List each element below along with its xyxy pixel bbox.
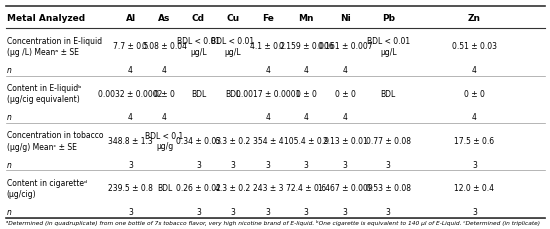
Text: 3: 3 [386,207,390,216]
Text: 6.3 ± 0.2: 6.3 ± 0.2 [216,136,251,145]
Text: Mn: Mn [299,14,314,22]
Text: 3: 3 [304,160,309,169]
Text: BDL: BDL [381,89,396,98]
Text: 4: 4 [266,66,271,75]
Text: 4: 4 [343,113,348,122]
Text: 0.53 ± 0.08: 0.53 ± 0.08 [366,183,411,193]
Text: 4: 4 [343,66,348,75]
Text: 4: 4 [304,66,309,75]
Text: n: n [7,66,12,75]
Text: Al: Al [125,14,136,22]
Text: 0.0032 ± 0.0002: 0.0032 ± 0.0002 [98,89,163,98]
Text: 0.161 ± 0.007: 0.161 ± 0.007 [318,42,372,51]
Text: 3: 3 [266,160,271,169]
Text: 3: 3 [128,207,133,216]
Text: 0 ± 0: 0 ± 0 [464,89,485,98]
Text: 3: 3 [343,160,348,169]
Text: Ni: Ni [340,14,350,22]
Text: Fe: Fe [262,14,274,22]
Text: Concentration in tobacco
(μg/g) Meanᶜ ± SE: Concentration in tobacco (μg/g) Meanᶜ ± … [7,131,103,151]
Text: 243 ± 3: 243 ± 3 [253,183,283,193]
Text: 0.26 ± 0.02: 0.26 ± 0.02 [176,183,221,193]
Text: 354 ± 4: 354 ± 4 [252,136,283,145]
Text: 4: 4 [162,113,167,122]
Text: Concentration in E-liquid
(μg /L) Meanᵃ ± SE: Concentration in E-liquid (μg /L) Meanᵃ … [7,36,102,57]
Text: BDL: BDL [191,89,206,98]
Text: 4: 4 [128,66,133,75]
Text: 4.1 ± 0.2: 4.1 ± 0.2 [250,42,285,51]
Text: 4: 4 [304,113,309,122]
Text: BDL < 0.01
μg/L: BDL < 0.01 μg/L [177,37,220,56]
Text: 4: 4 [128,113,133,122]
Text: Content in E-liquidᵇ
(μg/cig equivalent): Content in E-liquidᵇ (μg/cig equivalent) [7,84,81,104]
Text: As: As [158,14,170,22]
Text: Metal Analyzed: Metal Analyzed [7,14,85,22]
Text: ᵃDetermined (in quadruplicate) from one bottle of 7s tobacco flavor, very high n: ᵃDetermined (in quadruplicate) from one … [6,219,540,225]
Text: 3: 3 [343,207,348,216]
Text: 4: 4 [266,113,271,122]
Text: 3: 3 [386,160,390,169]
Text: 4: 4 [162,66,167,75]
Text: 105.4 ± 0.9: 105.4 ± 0.9 [284,136,329,145]
Text: 1.467 ± 0.009: 1.467 ± 0.009 [318,183,372,193]
Text: Pb: Pb [382,14,395,22]
Text: BDL: BDL [226,89,240,98]
Text: Cd: Cd [192,14,205,22]
Text: Cu: Cu [227,14,239,22]
Text: 3: 3 [472,160,477,169]
Text: 3: 3 [196,160,201,169]
Text: 3: 3 [230,207,235,216]
Text: 0.159 ± 0.006: 0.159 ± 0.006 [279,42,334,51]
Text: 239.5 ± 0.8: 239.5 ± 0.8 [108,183,153,193]
Text: 0 ± 0: 0 ± 0 [296,89,317,98]
Text: BDL < 0.01
μg/L: BDL < 0.01 μg/L [367,37,410,56]
Text: 3: 3 [196,207,201,216]
Text: BDL: BDL [157,183,172,193]
Text: 17.5 ± 0.6: 17.5 ± 0.6 [454,136,494,145]
Text: 0.0017 ± 0.0001: 0.0017 ± 0.0001 [236,89,300,98]
Text: 3: 3 [266,207,271,216]
Text: 2.13 ± 0.01: 2.13 ± 0.01 [323,136,367,145]
Text: n: n [7,113,12,122]
Text: 3: 3 [472,207,477,216]
Text: 7.7 ± 0.5: 7.7 ± 0.5 [113,42,148,51]
Text: n: n [7,160,12,169]
Text: 0 ± 0: 0 ± 0 [154,89,175,98]
Text: n: n [7,207,12,216]
Text: 0.34 ± 0.03: 0.34 ± 0.03 [176,136,221,145]
Text: 348.8 ± 1.3: 348.8 ± 1.3 [108,136,153,145]
Text: 0 ± 0: 0 ± 0 [334,89,355,98]
Text: 0.08 ± 0.04: 0.08 ± 0.04 [142,42,187,51]
Text: Zn: Zn [468,14,481,22]
Text: 4: 4 [472,113,477,122]
Text: 3: 3 [230,160,235,169]
Text: 4: 4 [472,66,477,75]
Text: 4.3 ± 0.2: 4.3 ± 0.2 [216,183,251,193]
Text: 72.4 ± 0.6: 72.4 ± 0.6 [286,183,326,193]
Text: 0.51 ± 0.03: 0.51 ± 0.03 [452,42,497,51]
Text: BDL < 0.1
μg/g: BDL < 0.1 μg/g [145,131,184,151]
Text: 12.0 ± 0.4: 12.0 ± 0.4 [454,183,494,193]
Text: 0.77 ± 0.08: 0.77 ± 0.08 [366,136,411,145]
Text: 3: 3 [128,160,133,169]
Text: 3: 3 [304,207,309,216]
Text: BDL < 0.01
μg/L: BDL < 0.01 μg/L [211,37,255,56]
Text: Content in cigaretteᵈ
(μg/cig): Content in cigaretteᵈ (μg/cig) [7,178,87,198]
